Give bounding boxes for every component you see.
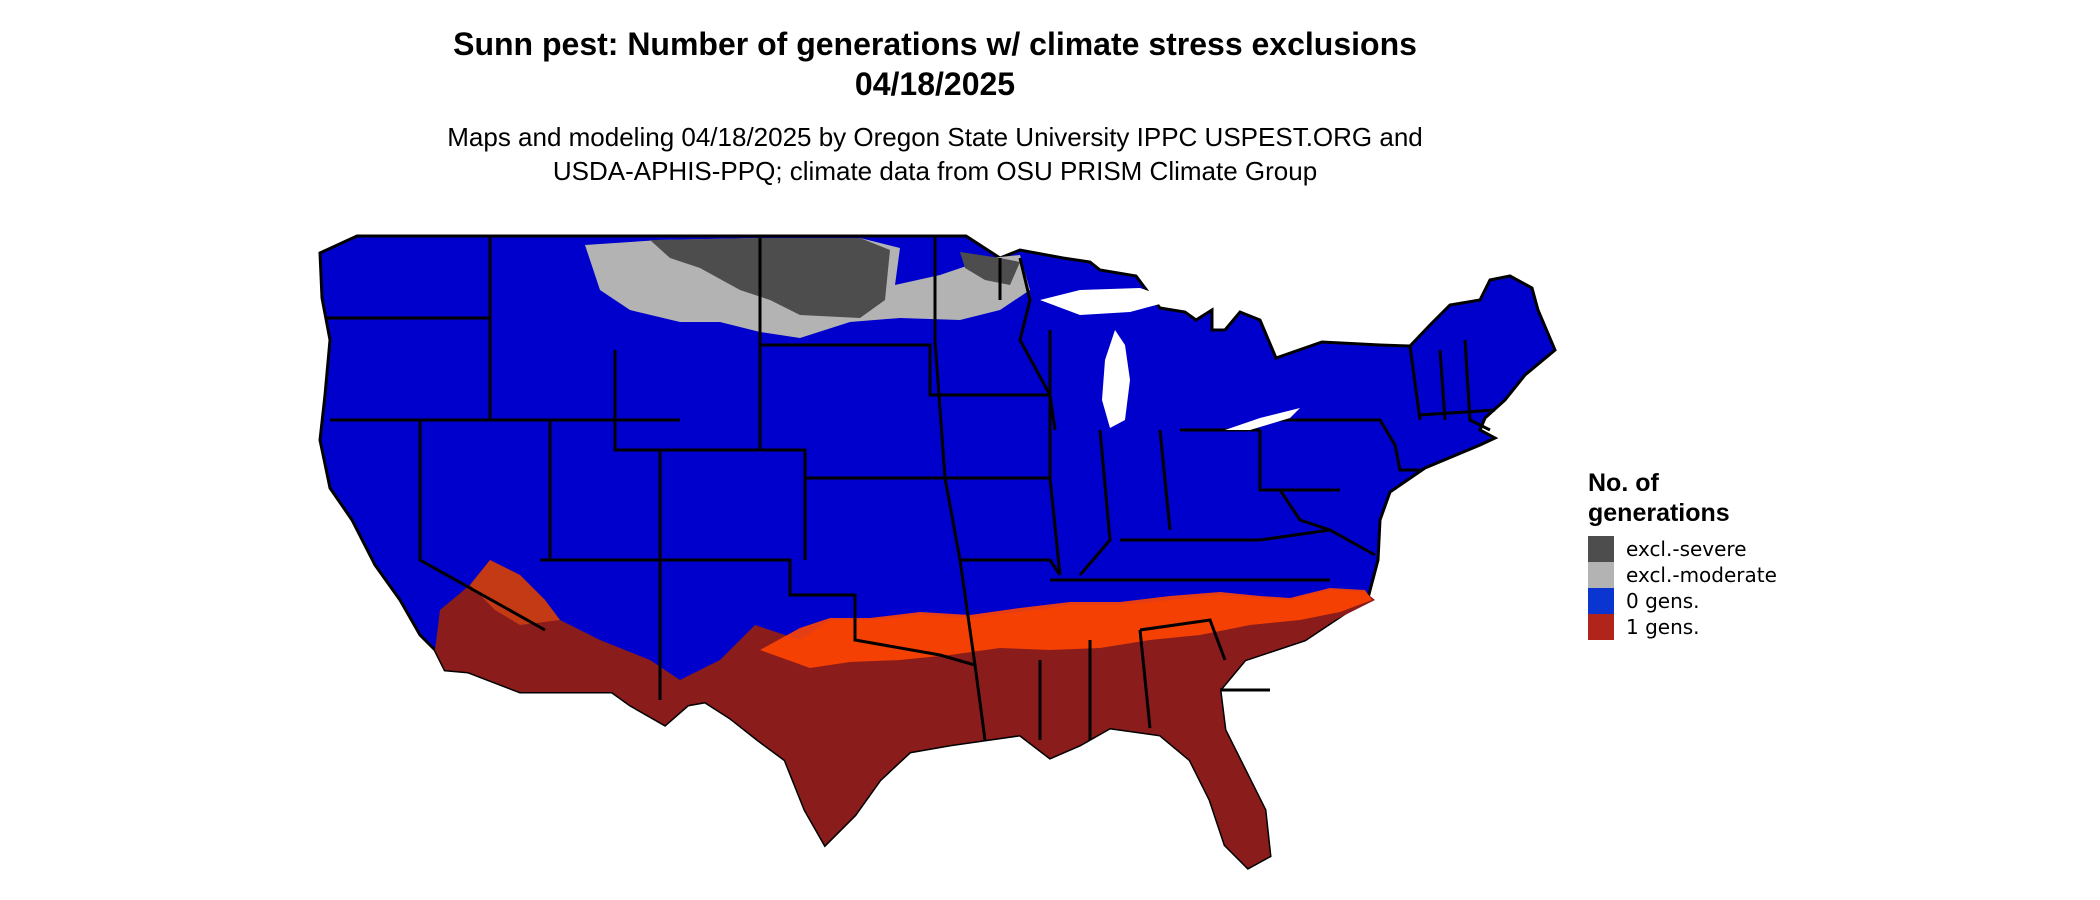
map-date: 04/18/2025 xyxy=(854,66,1016,102)
legend-item-1-gens: 1 gens. xyxy=(1588,614,1777,640)
legend-title-line-1: No. of xyxy=(1588,469,1659,497)
map-credit-line-2: USDA-APHIS-PPQ; climate data from OSU PR… xyxy=(552,156,1318,186)
legend-label: excl.-moderate xyxy=(1626,563,1777,587)
legend-swatch xyxy=(1588,562,1614,588)
legend-swatch xyxy=(1588,614,1614,640)
legend-item-excl-moderate: excl.-moderate xyxy=(1588,562,1777,588)
lake-michigan xyxy=(1102,330,1130,428)
legend-label: excl.-severe xyxy=(1626,537,1747,561)
map-title: Sunn pest: Number of generations w/ clim… xyxy=(453,26,1417,62)
map-credit-line-1: Maps and modeling 04/18/2025 by Oregon S… xyxy=(447,122,1423,152)
legend-title-line-2: generations xyxy=(1588,499,1730,527)
state-borders xyxy=(325,236,1496,741)
excl-severe-zone-mn xyxy=(960,252,1020,285)
lake-erie xyxy=(1225,408,1300,430)
legend-label: 0 gens. xyxy=(1626,589,1700,613)
excl-severe-zone xyxy=(650,238,890,318)
legend-item-0-gens: 0 gens. xyxy=(1588,588,1777,614)
lake-superior xyxy=(1040,288,1175,315)
legend: No. of generations excl.-severe excl.-mo… xyxy=(1588,468,1777,640)
legend-label: 1 gens. xyxy=(1626,615,1700,639)
legend-swatch xyxy=(1588,588,1614,614)
one-gen-fringe-west xyxy=(470,560,560,625)
one-gen-fringe xyxy=(760,588,1372,668)
legend-swatch xyxy=(1588,536,1614,562)
legend-item-excl-severe: excl.-severe xyxy=(1588,536,1777,562)
conus-generations-map xyxy=(318,234,1557,870)
